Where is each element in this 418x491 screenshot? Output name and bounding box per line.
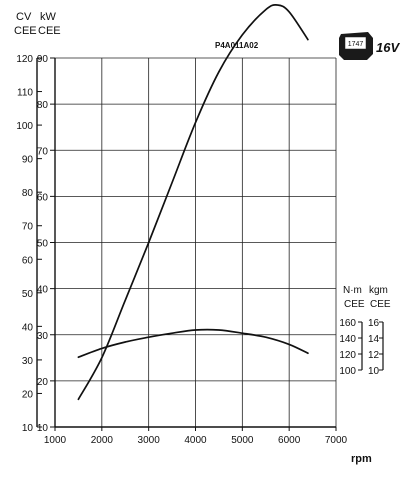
chart-grid [55, 57, 337, 427]
valve-label: 16V [376, 40, 400, 55]
cv-tick-label: 70 [22, 222, 34, 233]
engine-number: 1747 [348, 41, 364, 48]
kw-unit-label: kW [40, 11, 57, 23]
kw-tick-label: 20 [37, 377, 49, 388]
cv-norm-label: CEE [14, 25, 37, 37]
x-tick-label: 3000 [138, 435, 161, 446]
x-tick-label: 1000 [44, 435, 67, 446]
cv-tick-label: 60 [22, 255, 34, 266]
kgm-tick-label: 16 [368, 318, 380, 329]
nm-tick-label: 160 [339, 318, 356, 329]
torque-curve [77, 328, 309, 359]
cv-tick-label: 30 [22, 356, 34, 367]
kw-tick-label: 30 [37, 331, 49, 342]
kgm-norm-label: CEE [370, 299, 391, 310]
engine-badge: 1747 16V [339, 32, 400, 60]
chart-axes [36, 57, 384, 431]
kgm-tick-label: 10 [368, 366, 380, 377]
kw-tick-label: 10 [37, 423, 49, 434]
cv-tick-label: 110 [17, 88, 33, 99]
kw-tick-label: 40 [37, 285, 49, 296]
chart-curves [77, 3, 309, 401]
x-tick-label: 5000 [231, 435, 254, 446]
nm-tick-label: 100 [339, 366, 356, 377]
chart-labels: 1020304050607080901001101201020304050607… [16, 54, 379, 446]
kw-norm-label: CEE [38, 25, 61, 37]
engine-number-plate [344, 36, 367, 50]
nm-norm-label: CEE [344, 299, 365, 310]
kgm-tick-label: 14 [368, 334, 380, 345]
kw-tick-label: 60 [37, 192, 49, 203]
power-curve [77, 3, 309, 401]
chart-code: P4A011A02 [215, 41, 259, 50]
kw-tick-label: 70 [37, 146, 49, 157]
nm-unit-label: N·m [343, 285, 362, 296]
cv-tick-label: 100 [16, 121, 33, 132]
cv-tick-label: 10 [22, 423, 34, 434]
x-axis-label: rpm [351, 453, 372, 465]
cv-tick-label: 120 [16, 54, 33, 65]
cv-tick-label: 80 [22, 188, 34, 199]
kgm-unit-label: kgm [369, 285, 388, 296]
cv-tick-label: 90 [22, 155, 34, 166]
kw-tick-label: 50 [37, 239, 49, 250]
nm-tick-label: 120 [339, 350, 356, 361]
x-tick-label: 2000 [91, 435, 114, 446]
kgm-tick-label: 12 [368, 350, 380, 361]
cv-tick-label: 40 [22, 322, 34, 333]
cv-tick-label: 20 [22, 389, 34, 400]
x-tick-label: 4000 [184, 435, 207, 446]
cv-unit-label: CV [16, 11, 32, 23]
kw-tick-label: 90 [37, 54, 49, 65]
x-tick-label: 7000 [325, 435, 348, 446]
nm-tick-label: 140 [339, 334, 356, 345]
kw-tick-label: 80 [37, 100, 49, 111]
cv-tick-label: 50 [22, 289, 34, 300]
x-tick-label: 6000 [278, 435, 301, 446]
